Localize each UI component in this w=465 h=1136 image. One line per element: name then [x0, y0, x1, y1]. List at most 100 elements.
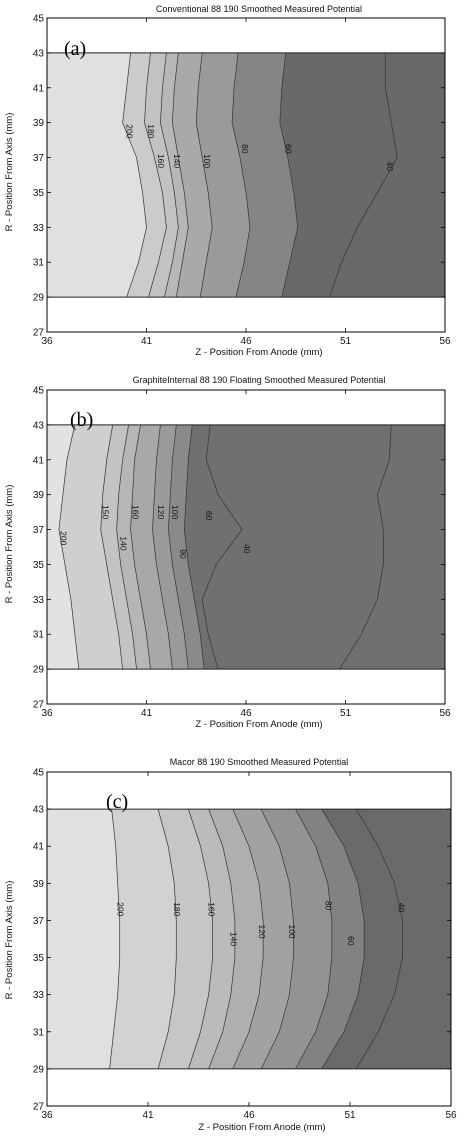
y-tick-label: 39: [33, 879, 45, 890]
y-tick-label: 35: [33, 188, 45, 199]
y-tick-label: 41: [33, 455, 45, 466]
y-tick-label: 43: [33, 420, 45, 431]
contour-line: [183, 424, 205, 670]
contour-line: [109, 809, 121, 1069]
contour-label: 140: [229, 932, 239, 946]
y-tick-label: 41: [33, 83, 45, 94]
x-tick-label: 36: [41, 336, 53, 347]
contour-label: 100: [170, 505, 180, 519]
contour-label: 80: [324, 901, 334, 911]
x-tick-label: 56: [445, 1110, 457, 1121]
contour-label: 160: [156, 154, 166, 168]
contour-line: [355, 808, 403, 1070]
chart-title: Conventional 88 190 Smoothed Measured Po…: [156, 4, 362, 14]
contour-band: [339, 424, 445, 670]
y-tick-label: 39: [33, 490, 45, 501]
x-tick-label: 41: [141, 708, 153, 719]
panel-b: GraphiteInternal 88 190 Floating Smoothe…: [4, 375, 451, 730]
contour-label: 120: [156, 505, 166, 519]
contour-label: 200: [115, 902, 125, 916]
y-tick-label: 39: [33, 118, 45, 129]
contour-label: 100: [287, 924, 297, 938]
y-tick-label: 43: [33, 48, 45, 59]
contour-label: 120: [257, 924, 267, 938]
contour-line: [339, 424, 392, 670]
y-tick-label: 27: [33, 700, 45, 711]
contour-line: [130, 424, 151, 670]
contour-line: [122, 52, 147, 298]
y-tick-label: 29: [33, 1064, 45, 1075]
contour-line: [201, 424, 243, 670]
y-tick-label: 35: [33, 560, 45, 571]
contour-label: 60: [204, 511, 214, 521]
contour-line: [329, 52, 398, 298]
y-tick-label: 27: [33, 328, 45, 339]
x-axis-label: Z - Position From Anode (mm): [198, 1122, 325, 1133]
contour-line: [260, 808, 294, 1070]
contour-label: 40: [385, 162, 395, 172]
contour-label: 180: [146, 124, 156, 138]
contour-label: 160: [130, 505, 140, 519]
y-tick-label: 37: [33, 525, 45, 536]
plot-area: 200 180 160 140 120 100 80 60 40 36 41 46 51 56 27 29 31…: [33, 768, 457, 1122]
x-tick-label: 36: [41, 1110, 53, 1121]
contour-line: [58, 424, 80, 670]
contour-band: [329, 52, 445, 298]
x-axis-label: Z - Position From Anode (mm): [195, 719, 322, 730]
contour-line: [231, 52, 251, 298]
chart-title: Macor 88 190 Smoothed Measured Potential: [170, 757, 349, 767]
contour-line: [168, 424, 189, 670]
contour-line: [172, 52, 189, 298]
y-axis-label: R - Position From Axis (mm): [4, 113, 15, 232]
contour-label: 200: [124, 124, 134, 138]
contour-label: 100: [202, 154, 212, 168]
y-axis-label: R - Position From Axis (mm): [4, 881, 15, 1000]
contour-label: 150: [100, 505, 110, 519]
y-tick-label: 27: [33, 1102, 45, 1113]
contour-line: [100, 424, 123, 670]
contour-band: [356, 809, 451, 1069]
contour-line: [321, 808, 365, 1070]
x-tick-label: 56: [439, 708, 451, 719]
y-tick-label: 33: [33, 990, 45, 1001]
x-tick-label: 46: [240, 336, 252, 347]
y-tick-label: 33: [33, 595, 45, 606]
panel-label: (a): [64, 38, 86, 60]
y-tick-label: 41: [33, 842, 45, 853]
contour-label: 60: [284, 144, 294, 154]
contour-label: 140: [172, 154, 182, 168]
contour-label: 80: [240, 144, 250, 154]
contour-line: [152, 424, 173, 670]
x-axis-label: Z - Position From Anode (mm): [195, 347, 322, 358]
contour-label: 40: [242, 544, 252, 554]
contour-label: 90: [178, 549, 188, 559]
y-tick-label: 37: [33, 916, 45, 927]
x-tick-label: 46: [243, 1110, 255, 1121]
contour-line: [188, 809, 213, 1069]
contour-line: [195, 52, 213, 298]
y-axis-label: R - Position From Axis (mm): [4, 485, 15, 604]
y-tick-label: 45: [33, 14, 45, 25]
plot-area: 200 180 160 140 100 80 60 40 36 41 46 51 56 27 29 31 33 3…: [33, 14, 451, 348]
x-tick-label: 51: [340, 336, 352, 347]
contour-line: [279, 52, 299, 298]
x-tick-label: 56: [439, 336, 451, 347]
y-tick-label: 33: [33, 223, 45, 234]
contour-line: [160, 52, 179, 298]
contour-label: 60: [346, 936, 356, 946]
x-tick-label: 51: [344, 1110, 356, 1121]
y-tick-label: 45: [33, 768, 45, 779]
chart-title: GraphiteInternal 88 190 Floating Smoothe…: [133, 375, 386, 385]
x-tick-label: 36: [41, 708, 53, 719]
y-tick-label: 31: [33, 630, 45, 641]
contour-label: 160: [206, 902, 216, 916]
panel-c: Macor 88 190 Smoothed Measured Potential…: [4, 757, 457, 1133]
contour-line: [295, 808, 333, 1070]
y-tick-label: 37: [33, 153, 45, 164]
y-tick-label: 31: [33, 258, 45, 269]
contour-line: [208, 808, 236, 1070]
panel-label: (b): [70, 409, 93, 431]
contour-line: [232, 808, 264, 1070]
contour-label: 40: [396, 903, 406, 913]
y-tick-label: 29: [33, 293, 45, 304]
